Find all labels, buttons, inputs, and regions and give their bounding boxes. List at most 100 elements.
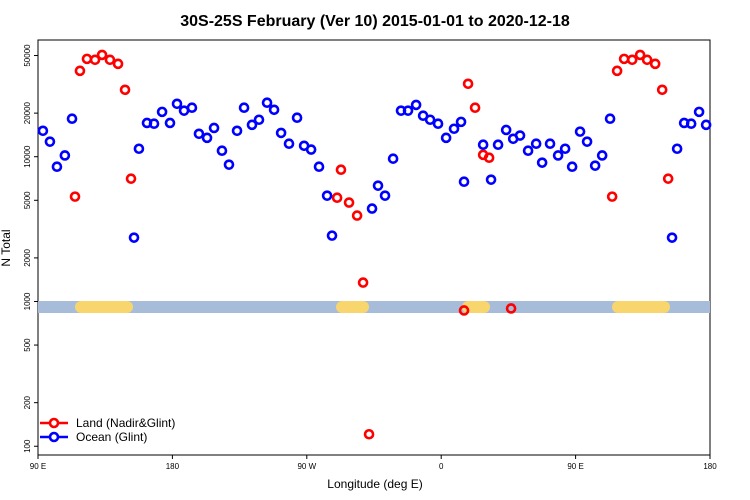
point: [275, 127, 287, 139]
point: [326, 230, 338, 241]
land-band: [75, 301, 133, 313]
point: [432, 118, 444, 130]
point: [469, 102, 481, 114]
point: [656, 84, 668, 96]
point: [335, 164, 347, 176]
point: [238, 102, 250, 114]
point: [119, 84, 131, 96]
point: [500, 124, 512, 136]
point: [268, 104, 280, 116]
point: [291, 112, 303, 123]
point: [387, 153, 399, 164]
point: [351, 210, 363, 221]
x-tick-label: 0: [439, 462, 444, 471]
point: [700, 119, 712, 131]
point: [492, 139, 504, 151]
x-tick-label: 180: [166, 462, 180, 471]
point: [483, 152, 495, 164]
point: [485, 174, 497, 185]
legend-marker: [48, 417, 60, 429]
point: [208, 122, 220, 134]
ocean-band: [38, 301, 710, 313]
point: [59, 150, 71, 161]
y-tick-label: 5000: [23, 191, 32, 209]
point: [649, 58, 661, 70]
y-tick-label: 20000: [23, 101, 32, 124]
point: [343, 197, 355, 208]
point: [246, 119, 258, 131]
point: [514, 130, 526, 141]
point: [566, 161, 578, 173]
point: [477, 139, 489, 151]
y-tick-label: 200: [23, 395, 32, 409]
point: [69, 191, 81, 202]
y-tick-label: 100: [23, 439, 32, 453]
point: [357, 277, 369, 288]
point: [231, 125, 243, 137]
point: [581, 136, 593, 147]
y-tick-label: 2000: [23, 248, 32, 266]
point: [662, 173, 674, 184]
point: [104, 54, 116, 66]
point: [372, 180, 384, 191]
point: [458, 305, 470, 316]
point: [186, 102, 198, 114]
point: [626, 54, 638, 66]
legend-marker: [48, 431, 60, 443]
point: [96, 49, 108, 61]
point: [201, 132, 213, 144]
point: [51, 161, 63, 173]
land-band: [612, 301, 670, 313]
point: [261, 97, 273, 109]
legend-label: Land (Nadir&Glint): [76, 416, 175, 430]
point: [305, 144, 317, 155]
point: [685, 118, 697, 130]
point: [455, 116, 467, 128]
x-tick-label: 180: [703, 462, 717, 471]
point: [164, 117, 176, 129]
point: [666, 232, 678, 243]
plot-frame: [37, 39, 711, 456]
point: [634, 49, 646, 61]
point: [133, 143, 145, 155]
point: [366, 203, 378, 214]
point: [536, 157, 548, 168]
point: [448, 123, 460, 135]
point: [44, 136, 56, 147]
point: [125, 173, 137, 184]
point: [530, 138, 542, 149]
point: [148, 118, 160, 130]
x-tick-label: 90 W: [297, 462, 316, 471]
point: [253, 114, 265, 126]
point: [458, 176, 470, 188]
x-tick-label: 90 E: [567, 462, 583, 471]
land-band: [336, 301, 369, 313]
point: [462, 78, 474, 90]
point: [156, 106, 168, 118]
y-tick-label: 50000: [23, 44, 32, 67]
point: [112, 58, 124, 70]
point: [522, 145, 534, 157]
point: [559, 143, 571, 155]
point: [641, 54, 653, 66]
point: [552, 150, 564, 161]
y-tick-label: 1000: [23, 292, 32, 310]
point: [379, 190, 391, 201]
point: [66, 113, 78, 125]
point: [37, 125, 49, 137]
point: [671, 143, 683, 155]
point: [611, 65, 623, 77]
point: [321, 190, 333, 201]
point: [128, 232, 140, 243]
legend-label: Ocean (Glint): [76, 430, 147, 444]
point: [313, 161, 325, 173]
point: [424, 114, 436, 126]
point: [574, 126, 586, 137]
point: [74, 65, 86, 77]
point: [331, 192, 343, 204]
point: [440, 132, 452, 144]
y-tick-label: 10000: [23, 145, 32, 168]
point: [693, 106, 705, 118]
point: [363, 428, 375, 440]
